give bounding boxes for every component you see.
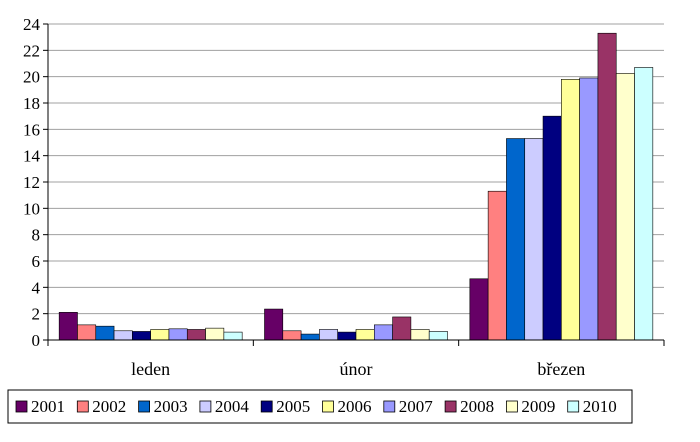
- bar-2001-leden: [58, 312, 78, 341]
- legend-label: 2008: [460, 397, 494, 416]
- x-category-label: únor: [340, 359, 373, 379]
- bar-2007-březen: [579, 77, 599, 341]
- legend-swatch-2001: [15, 400, 28, 413]
- bar-2006-leden: [150, 329, 170, 341]
- legend-label: 2004: [215, 397, 250, 416]
- bar-2002-únor: [282, 330, 302, 341]
- x-category-label: březen: [537, 359, 585, 379]
- bar-2003-březen: [506, 138, 526, 341]
- bar-2008-březen: [597, 32, 617, 341]
- legend-label: 2001: [31, 397, 65, 416]
- bar-2001-únor: [264, 308, 284, 341]
- legend-swatch-2007: [383, 400, 396, 413]
- legend-label: 2009: [521, 397, 555, 416]
- legend-swatch-2009: [505, 400, 518, 413]
- legend-swatch-2006: [322, 400, 334, 413]
- legend-label: 2005: [276, 397, 310, 416]
- legend-label: 2006: [338, 397, 372, 416]
- bar-2003-leden: [95, 325, 115, 341]
- bar-2002-leden: [77, 324, 97, 341]
- y-tick-label: 20: [23, 68, 40, 87]
- bar-2004-únor: [319, 329, 338, 341]
- bar-2008-leden: [186, 329, 206, 341]
- legend-swatch-2004: [199, 400, 212, 413]
- bar-2009-leden: [205, 327, 225, 341]
- legend-swatch-2003: [138, 400, 151, 413]
- x-category-label: leden: [131, 359, 170, 379]
- legend-swatch-2005: [260, 400, 273, 413]
- y-tick-label: 18: [23, 94, 40, 113]
- y-tick-label: 12: [23, 173, 40, 192]
- bar-2008-únor: [392, 316, 412, 341]
- y-tick-label: 24: [23, 15, 41, 34]
- y-tick-label: 0: [32, 331, 41, 350]
- bar-2007-únor: [373, 324, 393, 341]
- bar-2009-únor: [410, 329, 430, 341]
- y-tick-label: 22: [23, 41, 40, 60]
- y-tick-label: 16: [23, 120, 40, 139]
- bar-2004-březen: [524, 138, 544, 341]
- legend-label: 2002: [92, 397, 126, 416]
- legend-label: 2003: [154, 397, 188, 416]
- bar-2004-leden: [113, 330, 133, 341]
- legend-swatch-2008: [444, 400, 457, 413]
- x-axis: leden únor březen: [47, 339, 665, 379]
- bar-2005-leden: [132, 331, 151, 341]
- bar-2010-únor: [428, 331, 448, 341]
- y-tick-label: 10: [23, 199, 40, 218]
- y-tick-label: 4: [32, 278, 41, 297]
- legend: 2001 2002 2003 2004 2005 2006 2007 2008 2009 2010: [7, 389, 633, 424]
- bar-2010-leden: [223, 331, 243, 341]
- bar-2001-březen: [469, 278, 489, 341]
- bars: [58, 32, 654, 341]
- bar-2006-únor: [355, 329, 375, 341]
- bar-2009-březen: [615, 73, 635, 341]
- y-tick-label: 6: [32, 252, 41, 271]
- legend-label: 2010: [583, 397, 617, 416]
- bar-2005-březen: [542, 115, 562, 341]
- bar-2003-únor: [300, 333, 320, 341]
- bar-2006-březen: [561, 79, 580, 341]
- bar-2002-březen: [487, 190, 507, 341]
- y-tick-label: 14: [23, 147, 41, 166]
- legend-swatch-2002: [76, 400, 89, 413]
- bar-2010-březen: [634, 67, 654, 341]
- legend-label: 2007: [399, 397, 434, 416]
- legend-box: [7, 389, 633, 424]
- y-tick-label: 8: [32, 226, 41, 245]
- bar-2007-leden: [168, 328, 188, 341]
- bar-2005-únor: [337, 331, 357, 341]
- legend-swatch-2010: [567, 400, 580, 413]
- y-tick-label: 2: [32, 305, 41, 324]
